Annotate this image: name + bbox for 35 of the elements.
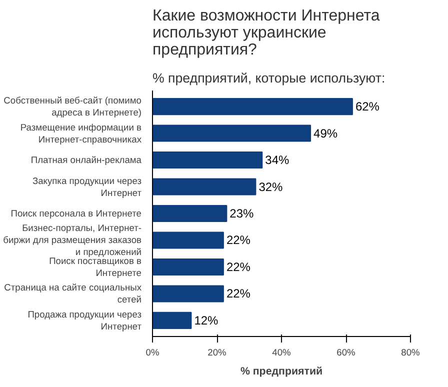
y-tick-label: Продажа продукции через Интернет bbox=[28, 309, 142, 332]
y-tick-label: Бизнес-порталы, Интернет-биржи для размещения заказов и предложений bbox=[3, 223, 142, 258]
y-tick-label: Поиск поставщиков в Интернете bbox=[49, 256, 142, 278]
data-label: 23% bbox=[230, 206, 254, 220]
data-label: 22% bbox=[226, 286, 251, 301]
y-tick-label: Собственный веб-сайт (помимо адреса в Интернете) bbox=[4, 96, 142, 118]
x-tick-label: 80% bbox=[401, 348, 420, 358]
bar bbox=[152, 98, 353, 116]
x-tick-label: 0% bbox=[146, 348, 160, 358]
y-tick-label: Закупка продукции через Интернет bbox=[32, 176, 142, 198]
data-label: 49% bbox=[314, 126, 338, 140]
chart-subtitle: % предприятий, которые используют: bbox=[152, 70, 386, 86]
y-tick-label: Платная онлайн-реклама bbox=[30, 155, 142, 166]
data-label: 62% bbox=[355, 100, 380, 114]
bar bbox=[152, 204, 228, 222]
data-label: 34% bbox=[265, 153, 290, 168]
bar bbox=[152, 232, 224, 249]
y-tick-label: Поиск персонала в Интернете bbox=[10, 208, 142, 218]
bar bbox=[152, 312, 192, 329]
bar bbox=[152, 152, 263, 169]
x-tick-label: 60% bbox=[336, 348, 356, 358]
x-axis-title: % предприятий bbox=[240, 366, 323, 378]
x-tick-label: 40% bbox=[272, 348, 291, 358]
y-tick-label: Размещение информации в Интернет-справочниках bbox=[20, 122, 142, 144]
x-tick-label: 20% bbox=[208, 348, 226, 358]
data-label: 12% bbox=[194, 313, 219, 328]
bar bbox=[152, 178, 256, 196]
bar bbox=[152, 124, 312, 142]
data-label: 22% bbox=[226, 233, 251, 248]
data-label: 22% bbox=[226, 260, 251, 274]
y-tick-label: Страница на сайте социальных сетей bbox=[4, 282, 142, 305]
bar bbox=[152, 258, 224, 276]
chart-title: Какие возможности Интернета используют украинские предприятия? bbox=[152, 8, 380, 58]
data-label: 32% bbox=[258, 180, 284, 194]
bar bbox=[152, 285, 224, 302]
